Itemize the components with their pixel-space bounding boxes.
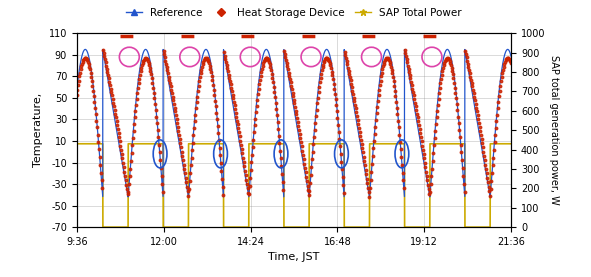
Y-axis label: SAP total generation power, W: SAP total generation power, W	[549, 55, 559, 205]
X-axis label: Time, JST: Time, JST	[268, 252, 320, 262]
Legend: Reference, Heat Storage Device, SAP Total Power: Reference, Heat Storage Device, SAP Tota…	[122, 4, 466, 22]
Y-axis label: Temperature,: Temperature,	[33, 93, 43, 167]
